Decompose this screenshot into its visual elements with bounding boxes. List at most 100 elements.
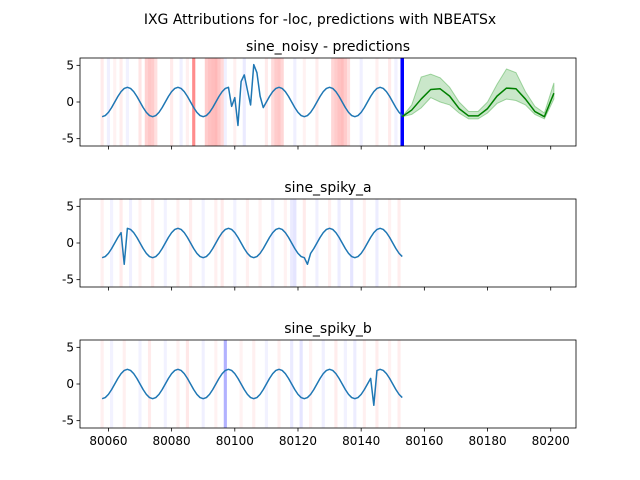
series-line <box>101 63 403 127</box>
attribution-band <box>388 58 392 146</box>
y-tick-label: 5 <box>66 58 74 72</box>
attribution-band <box>343 58 347 146</box>
series-line <box>101 368 403 407</box>
attribution-band <box>223 340 227 428</box>
x-tick-label: 80120 <box>279 434 317 448</box>
attribution-band <box>302 199 306 287</box>
attribution-band <box>176 199 180 287</box>
attribution-band <box>397 199 401 287</box>
attribution-band <box>192 58 196 146</box>
x-tick-label: 80080 <box>153 434 191 448</box>
attribution-band <box>388 340 392 428</box>
subplot-1: -5 0 5 sine_noisy - predictions <box>62 39 577 150</box>
attribution-band <box>274 58 278 146</box>
attribution-band <box>242 58 246 146</box>
attribution-band <box>185 340 189 428</box>
attribution-band <box>271 58 275 146</box>
attribution-band <box>176 340 180 428</box>
y-tick-label: -5 <box>62 414 74 428</box>
x-tick-label: 80200 <box>532 434 570 448</box>
attribution-band <box>119 199 123 287</box>
attribution-band <box>179 58 183 146</box>
plot-area <box>100 340 403 428</box>
attribution-band <box>328 199 332 287</box>
attribution-band <box>170 58 174 146</box>
attribution-band <box>299 340 303 428</box>
attribution-band <box>110 340 114 428</box>
subplot-3: -5 0 5 80060 80080 80100 80120 80140 80160 80180 8… <box>62 321 577 448</box>
attribution-band <box>309 340 313 428</box>
attribution-band <box>106 58 111 146</box>
series-line <box>101 227 403 266</box>
attribution-band <box>207 58 212 146</box>
attribution-band <box>353 340 357 428</box>
figure-suptitle: IXG Attributions for -loc, predictions w… <box>144 12 496 28</box>
subplot-2: -5 0 5 sine_spiky_a <box>62 180 577 291</box>
attribution-band <box>362 340 366 428</box>
attribution-band <box>362 199 366 287</box>
attribution-band <box>293 199 297 287</box>
attribution-band <box>331 58 335 146</box>
attribution-band <box>110 199 114 287</box>
attribution-band <box>277 58 281 146</box>
attribution-band <box>144 58 148 146</box>
attribution-band <box>375 199 379 287</box>
attribution-band <box>220 199 224 287</box>
attribution-band <box>125 58 129 146</box>
subplot-title: sine_spiky_a <box>284 180 371 196</box>
attribution-band <box>217 58 221 146</box>
attribution-band <box>201 340 205 428</box>
attribution-band <box>185 58 189 146</box>
attribution-band <box>245 199 250 287</box>
attribution-band <box>293 58 297 146</box>
y-tick-label: -5 <box>62 132 74 146</box>
attribution-band <box>252 340 256 428</box>
attribution-band <box>334 340 338 428</box>
attribution-band <box>128 199 133 287</box>
attribution-band <box>147 58 152 146</box>
attribution-band <box>100 199 104 287</box>
attribution-band <box>375 340 379 428</box>
x-tick-label: 80180 <box>468 434 506 448</box>
x-tick-label: 80060 <box>89 434 127 448</box>
attribution-band <box>359 58 363 146</box>
attribution-band <box>277 340 281 428</box>
attribution-band <box>154 58 158 146</box>
attribution-band <box>334 58 338 146</box>
prediction-interval-band <box>400 68 555 120</box>
attribution-band <box>223 58 227 146</box>
attribution-band <box>122 340 126 428</box>
y-tick-label: 5 <box>66 340 74 354</box>
x-tick-label: 80160 <box>405 434 443 448</box>
attribution-band <box>201 199 205 287</box>
attribution-band <box>302 58 306 146</box>
y-tick-label: -5 <box>62 273 74 287</box>
attribution-band <box>211 58 215 146</box>
attribution-band <box>151 199 155 287</box>
attribution-band <box>100 340 104 428</box>
y-tick-label: 0 <box>66 377 74 391</box>
attribution-band <box>346 58 351 146</box>
attribution-band <box>394 58 398 146</box>
y-tick-label: 0 <box>66 236 74 250</box>
attribution-band <box>343 340 347 428</box>
attribution-band <box>337 199 341 287</box>
attribution-band <box>233 199 237 287</box>
subplot-title: sine_noisy - predictions <box>246 39 410 55</box>
attribution-band <box>375 58 379 146</box>
x-tick-label: 80100 <box>216 434 254 448</box>
attribution-band <box>147 340 152 428</box>
attribution-band <box>151 58 155 146</box>
y-tick-label: 5 <box>66 199 74 213</box>
attribution-band <box>100 58 104 146</box>
y-tick-label: 0 <box>66 95 74 109</box>
attribution-band <box>388 199 392 287</box>
attribution-band <box>337 58 341 146</box>
attribution-band <box>271 199 275 287</box>
attribution-band <box>204 58 208 146</box>
attribution-band <box>220 58 224 146</box>
attribution-band <box>350 199 354 287</box>
attribution-band <box>258 199 262 287</box>
